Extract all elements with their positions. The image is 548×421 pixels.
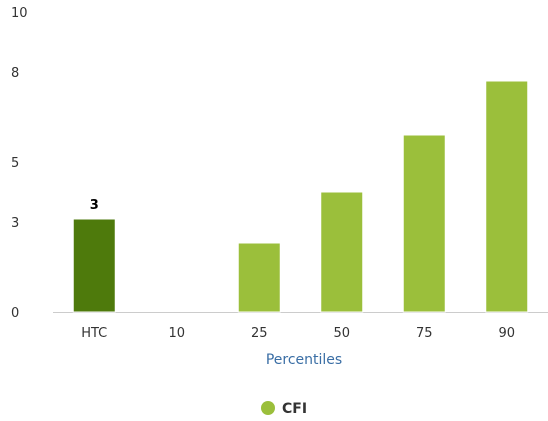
bar-90[interactable] <box>485 80 529 313</box>
x-axis: HTC 10 25 50 75 90 <box>81 326 515 341</box>
legend[interactable]: CFI <box>261 401 307 417</box>
data-label: 3 <box>90 198 99 213</box>
x-tick-label: 25 <box>251 326 268 341</box>
legend-label: CFI <box>282 401 307 417</box>
bar-50[interactable] <box>320 191 364 313</box>
x-axis-title: Percentiles <box>266 352 342 368</box>
bars-group <box>72 80 529 313</box>
x-tick-label: 75 <box>416 326 433 341</box>
y-tick-label: 5 <box>11 156 19 171</box>
y-tick-label: 10 <box>11 6 28 21</box>
y-tick-label: 8 <box>11 66 19 81</box>
bar-75[interactable] <box>402 134 446 313</box>
data-labels: 3 <box>90 198 99 213</box>
legend-marker-icon <box>261 401 275 415</box>
x-tick-label: 50 <box>333 326 350 341</box>
bar-htc[interactable] <box>72 218 116 313</box>
y-tick-label: 3 <box>11 216 19 231</box>
x-tick-label: HTC <box>81 326 107 341</box>
y-axis: 0 3 5 8 10 <box>11 6 28 321</box>
x-tick-label: 90 <box>498 326 515 341</box>
bar-25[interactable] <box>237 242 281 313</box>
legend-item-cfi[interactable]: CFI <box>261 401 307 417</box>
y-tick-label: 0 <box>11 306 19 321</box>
x-tick-label: 10 <box>168 326 185 341</box>
